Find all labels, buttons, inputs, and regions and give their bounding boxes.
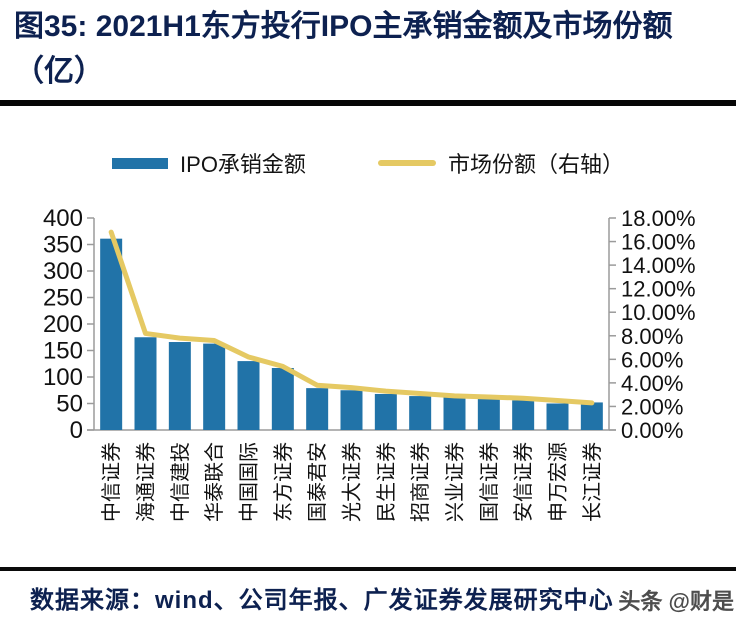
right-axis-tick-label: 18.00% [621, 206, 696, 231]
bar-民生证券 [374, 393, 397, 430]
x-axis-category-label: 兴业证券 [444, 442, 467, 522]
left-axis-tick-label: 0 [70, 417, 83, 444]
x-axis-category-label: 中信证券 [100, 442, 123, 522]
watermark-text: 头条 @财是 [614, 584, 734, 616]
bar-中国国际 [237, 361, 260, 430]
bar-兴业证券 [443, 397, 466, 430]
right-axis-tick-label: 2.00% [621, 394, 683, 419]
x-axis-category-label: 申万宏源 [547, 442, 570, 522]
right-axis-tick-label: 12.00% [621, 277, 696, 302]
bar-光大证券 [340, 390, 363, 430]
legend-item-line-series: 市场份额（右轴） [377, 147, 624, 179]
bar-series-label: IPO承销金额 [180, 152, 306, 177]
left-axis-tick-label: 150 [43, 338, 83, 365]
x-axis-category-label: 国信证券 [478, 442, 501, 522]
left-axis-tick-label: 400 [43, 205, 83, 232]
x-axis-category-label: 中国国际 [238, 442, 261, 522]
x-axis-category-label: 东方证券 [272, 442, 295, 522]
right-axis-tick-label: 10.00% [621, 300, 696, 325]
right-axis-tick-label: 4.00% [621, 371, 683, 396]
right-axis-tick-label: 14.00% [621, 253, 696, 278]
right-axis-tick-label: 0.00% [621, 418, 683, 443]
bar-series-swatch [112, 157, 169, 169]
right-axis-tick-label: 8.00% [621, 324, 683, 349]
bar-长江证券 [580, 402, 603, 430]
bar-国信证券 [477, 398, 500, 430]
bar-申万宏源 [546, 403, 569, 430]
left-axis-tick-label: 50 [56, 391, 83, 418]
bar-华泰联合 [203, 343, 226, 430]
x-axis-category-label: 民生证券 [375, 442, 398, 522]
figure-title: 图35: 2021H1东方投行IPO主承销金额及市场份额（亿） [14, 10, 673, 88]
left-axis-tick-label: 350 [43, 232, 83, 259]
data-source-text: 数据来源：wind、公司年报、广发证券发展研究中心 [30, 587, 614, 614]
x-axis-category-label: 华泰联合 [203, 442, 226, 522]
bar-中信证券 [100, 238, 123, 430]
x-axis-category-label: 国泰君安 [306, 442, 329, 522]
left-axis-tick-label: 300 [43, 258, 83, 285]
legend-item-bar-series: IPO承销金额 [112, 147, 306, 179]
title-divider-rule [0, 100, 736, 106]
x-axis-category-label: 长江证券 [581, 442, 604, 522]
left-axis-tick-label: 100 [43, 364, 83, 391]
footer-divider-rule [0, 567, 736, 571]
line-series-swatch [377, 160, 436, 166]
x-axis-category-label: 安信证券 [512, 442, 535, 522]
bar-东方证券 [271, 367, 294, 430]
right-axis-tick-label: 16.00% [621, 230, 696, 255]
x-axis-category-label: 中信建投 [169, 442, 192, 522]
x-axis-category-label: 海通证券 [135, 442, 158, 522]
left-axis-tick-label: 200 [43, 311, 83, 338]
x-axis-category-label: 招商证券 [409, 442, 432, 522]
bar-国泰君安 [306, 388, 329, 430]
bar-中信建投 [168, 342, 191, 430]
bar-安信证券 [512, 400, 535, 430]
x-axis-category-label: 光大证券 [341, 442, 364, 522]
bar-招商证券 [409, 396, 432, 430]
bar-海通证券 [134, 337, 157, 430]
right-axis-tick-label: 6.00% [621, 347, 683, 372]
chart-legend: IPO承销金额 市场份额（右轴） [0, 147, 736, 179]
market-share-line [108, 229, 595, 406]
left-axis-tick-label: 250 [43, 285, 83, 312]
line-series-label: 市场份额（右轴） [447, 152, 624, 177]
